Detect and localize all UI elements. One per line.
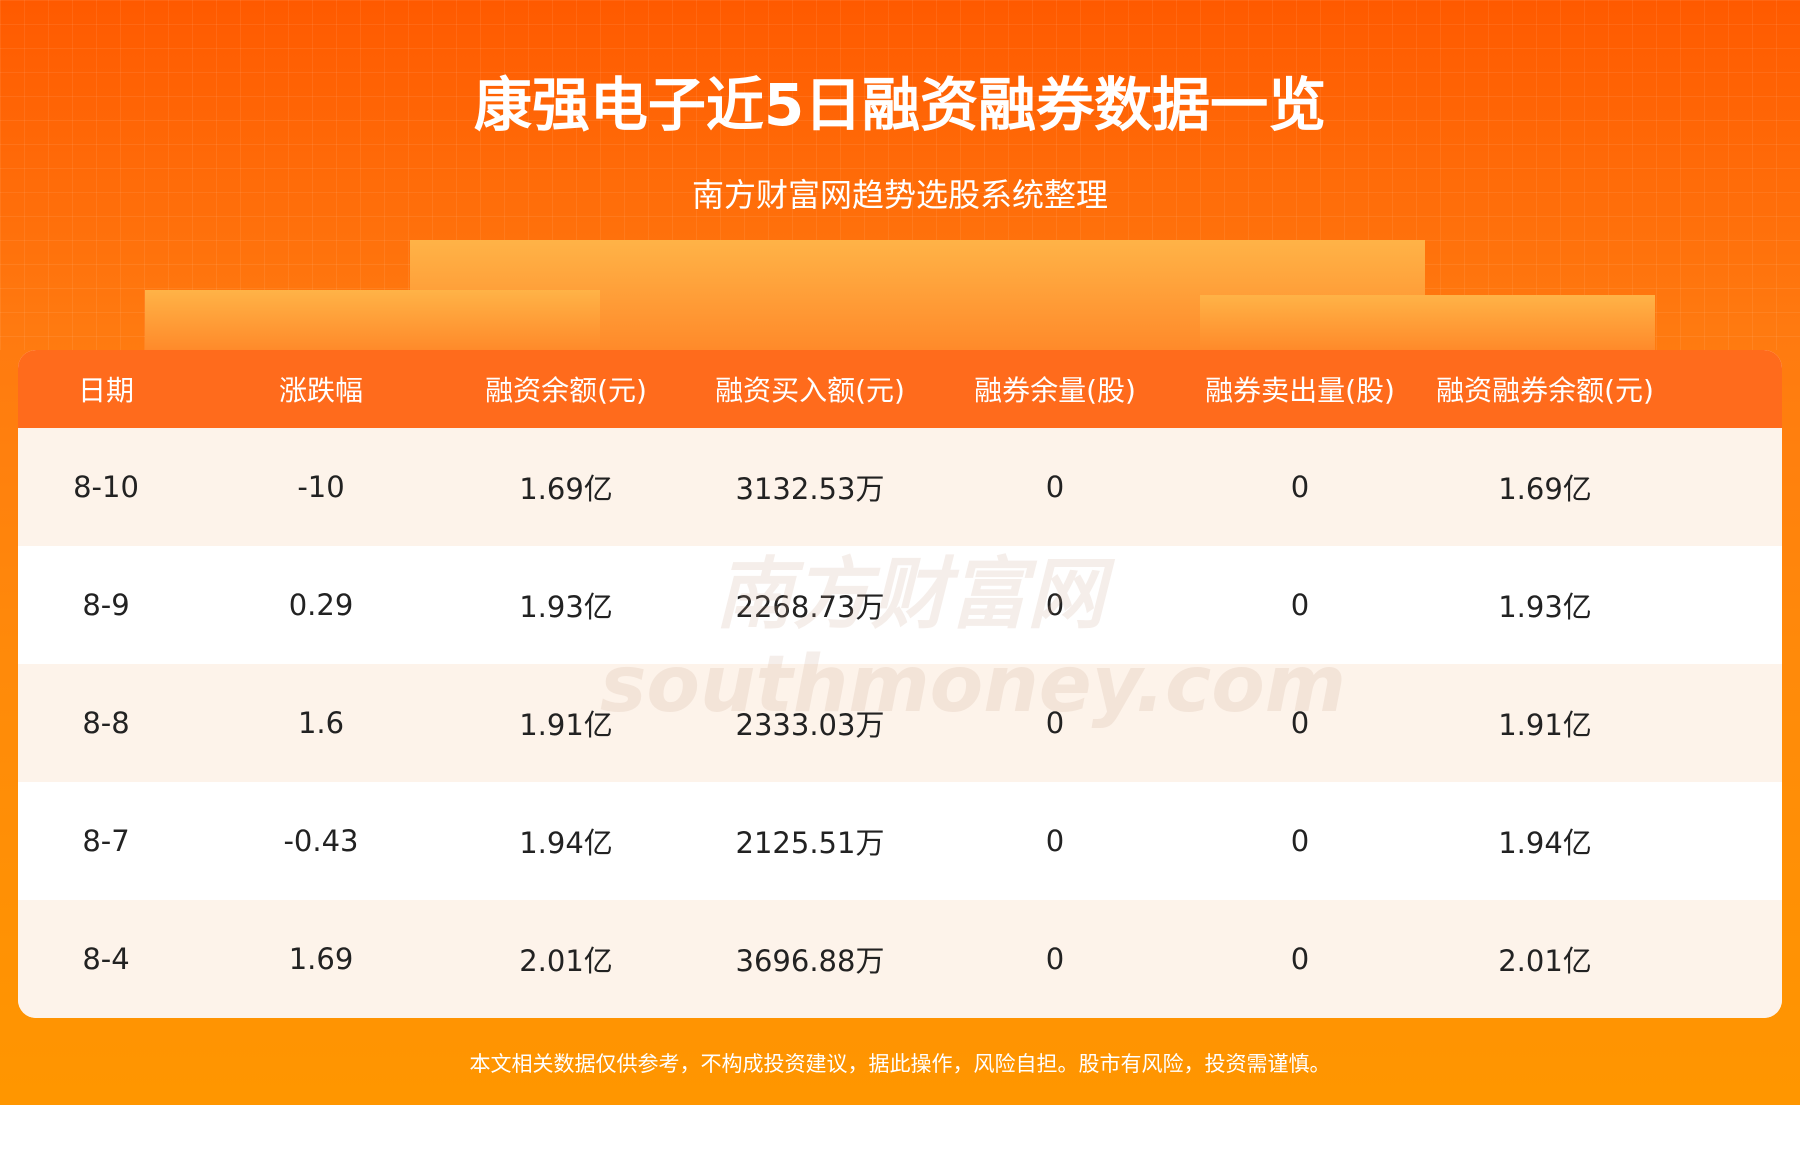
table-cell: 8-8 — [82, 706, 130, 740]
table-cell: 0 — [1290, 588, 1310, 622]
column-header: 融资余额(元) — [485, 374, 647, 407]
column-header: 融券卖出量(股) — [1205, 374, 1395, 407]
table-cell: 2125.51万 — [735, 826, 885, 860]
table-row: 8-10 -10 1.69亿 3132.53万 0 0 1.69亿 — [18, 428, 1782, 546]
table-cell: 1.93亿 — [519, 590, 613, 624]
table-cell: 1.69亿 — [1498, 472, 1592, 506]
column-header: 融券余量(股) — [974, 374, 1136, 407]
column-header: 融资融券余额(元) — [1436, 374, 1654, 407]
table-cell: 8-4 — [82, 942, 130, 976]
table-cell: 2.01亿 — [519, 944, 613, 978]
table-cell: 1.69 — [288, 942, 354, 976]
column-header: 融资买入额(元) — [715, 374, 905, 407]
page-subtitle: 南方财富网趋势选股系统整理 — [691, 176, 1108, 214]
page-title: 康强电子近5日融资融券数据一览 — [473, 71, 1327, 139]
disclaimer: 本文相关数据仅供参考，不构成投资建议，据此操作，风险自担。股市有风险，投资需谨慎… — [469, 1052, 1331, 1076]
table-header: 日期 涨跌幅 融资余额(元) 融资买入额(元) 融券余量(股) 融券卖出量(股) 融资融券余… — [18, 350, 1782, 428]
table-cell: 2268.73万 — [735, 590, 885, 624]
table-cell: 8-9 — [82, 588, 130, 622]
table-cell: 1.6 — [297, 706, 345, 740]
table-cell: 1.93亿 — [1498, 590, 1592, 624]
table-cell: 2333.03万 — [735, 708, 885, 742]
table-cell: 0 — [1290, 824, 1310, 858]
table-cell: 0 — [1045, 824, 1065, 858]
table-cell: 0 — [1290, 706, 1310, 740]
table-cell: 2.01亿 — [1498, 944, 1592, 978]
table-cell: 0 — [1290, 942, 1310, 976]
margin-trading-table: 日期 涨跌幅 融资余额(元) 融资买入额(元) 融券余量(股) 融券卖出量(股) 融资融券余… — [18, 350, 1782, 1018]
table-cell: 3132.53万 — [735, 472, 885, 506]
table-row: 8-4 1.69 2.01亿 3696.88万 0 0 2.01亿 — [18, 900, 1782, 1018]
table-cell: 3696.88万 — [735, 944, 885, 978]
column-header: 涨跌幅 — [278, 374, 363, 407]
table-cell: 1.94亿 — [1498, 826, 1592, 860]
table-cell: 1.91亿 — [1498, 708, 1592, 742]
decor-block — [1200, 295, 1655, 350]
table-cell: 0 — [1045, 588, 1065, 622]
table-cell: 0 — [1045, 942, 1065, 976]
table-cell: 0 — [1045, 470, 1065, 504]
column-header: 日期 — [77, 374, 134, 407]
table-row: 8-8 1.6 1.91亿 2333.03万 0 0 1.91亿 — [18, 664, 1782, 782]
table-cell: 1.94亿 — [519, 826, 613, 860]
decor-block — [145, 290, 600, 350]
table-cell: -10 — [297, 470, 345, 504]
table-cell: 8-10 — [73, 470, 139, 504]
table-cell: 0 — [1045, 706, 1065, 740]
table-cell: 1.69亿 — [519, 472, 613, 506]
table-cell: 8-7 — [82, 824, 130, 858]
table-row: 8-9 0.29 1.93亿 2268.73万 0 0 1.93亿 — [18, 546, 1782, 664]
table-cell: -0.43 — [283, 824, 359, 858]
table-cell: 1.91亿 — [519, 708, 613, 742]
table-row: 8-7 -0.43 1.94亿 2125.51万 0 0 1.94亿 — [18, 782, 1782, 900]
table-cell: 0.29 — [288, 588, 354, 622]
table-cell: 0 — [1290, 470, 1310, 504]
